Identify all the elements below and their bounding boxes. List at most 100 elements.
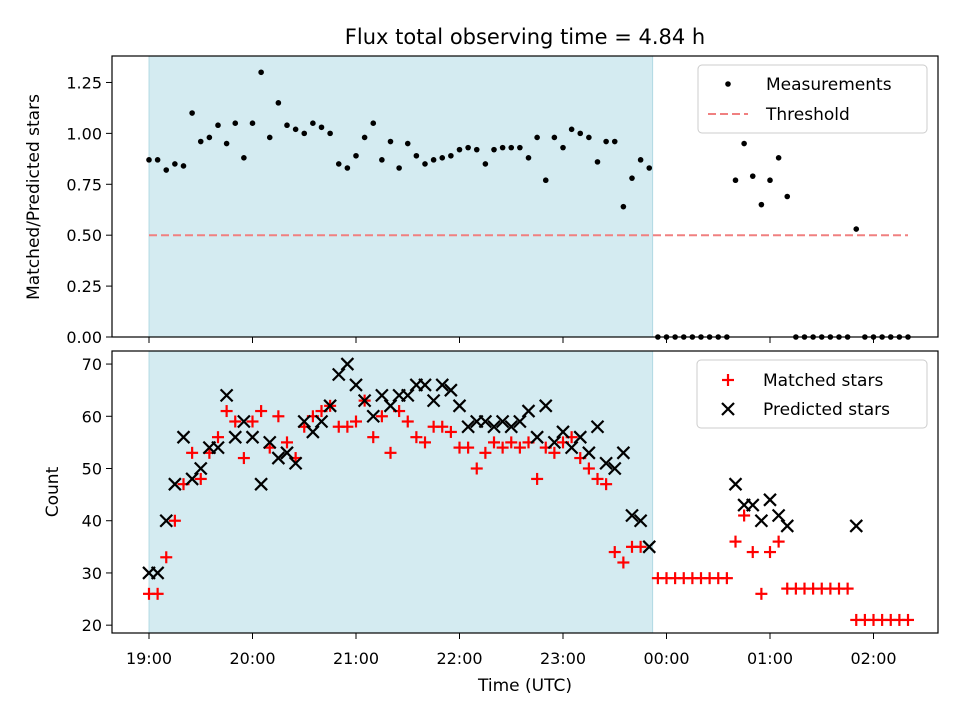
predicted-stars-point bbox=[763, 493, 777, 507]
measurement-point bbox=[517, 144, 523, 151]
predicted-stars-point bbox=[150, 566, 165, 580]
measurement-point bbox=[775, 155, 782, 161]
matched-stars-point bbox=[738, 509, 751, 522]
legend-threshold-label: Threshold bbox=[765, 105, 850, 125]
top-legend: Measurements Threshold bbox=[697, 64, 928, 134]
bottom-data-marks bbox=[142, 357, 914, 626]
predicted-stars-point bbox=[771, 508, 786, 523]
measurement-point bbox=[258, 69, 264, 76]
measurement-point bbox=[301, 130, 308, 137]
measurement-point bbox=[465, 144, 471, 151]
measurement-point bbox=[482, 161, 489, 167]
matched-stars-point bbox=[729, 535, 742, 548]
matched-stars-point bbox=[513, 441, 526, 454]
measurement-point bbox=[758, 201, 765, 208]
matched-stars-point bbox=[617, 556, 630, 569]
matched-stars-point bbox=[600, 478, 613, 491]
predicted-stars-point bbox=[547, 435, 562, 450]
predicted-stars-point bbox=[452, 399, 467, 413]
measurement-point bbox=[568, 126, 575, 133]
predicted-stars-point bbox=[375, 388, 389, 403]
predicted-stars-point bbox=[616, 446, 631, 460]
predicted-stars-point bbox=[478, 414, 493, 429]
x-tick-label: 22:00 bbox=[436, 649, 482, 668]
x-tick-label: 02:00 bbox=[850, 649, 896, 668]
measurement-point bbox=[370, 120, 377, 126]
matched-stars-point bbox=[272, 410, 285, 423]
measurement-point bbox=[310, 120, 316, 126]
matched-stars-point bbox=[591, 472, 604, 485]
measurement-point bbox=[560, 144, 566, 151]
matched-stars-point bbox=[168, 514, 181, 527]
top-panel: 0.00 0.25 0.50 0.75 1.00 1.25 Matched/Predict… bbox=[24, 55, 939, 347]
measurement-point bbox=[637, 157, 644, 163]
measurement-point bbox=[232, 120, 239, 126]
matched-stars-point bbox=[496, 441, 509, 454]
measurement-point bbox=[379, 157, 385, 163]
predicted-stars-point bbox=[590, 419, 605, 434]
measurement-point bbox=[292, 126, 299, 133]
matched-stars-point bbox=[384, 446, 397, 459]
measurement-point bbox=[387, 138, 394, 145]
measurement-point bbox=[439, 155, 446, 161]
x-tick-label: 01:00 bbox=[747, 649, 793, 668]
matched-stars-point bbox=[746, 546, 759, 559]
predicted-stars-point bbox=[331, 367, 346, 382]
measurement-point bbox=[732, 177, 739, 184]
measurement-point bbox=[266, 134, 273, 141]
bottom-panel: 20 30 40 50 60 70 Count Matched stars Predict… bbox=[43, 350, 939, 639]
predicted-stars-point bbox=[530, 430, 544, 444]
predicted-stars-point bbox=[297, 414, 312, 429]
bottom-axes-frame bbox=[111, 350, 939, 634]
measurement-point bbox=[154, 157, 161, 163]
predicted-stars-point bbox=[193, 461, 208, 476]
predicted-stars-point bbox=[400, 388, 415, 403]
predicted-stars-point bbox=[849, 519, 864, 533]
predicted-stars-point bbox=[366, 409, 381, 424]
measurement-point bbox=[396, 165, 402, 171]
predicted-stars-point bbox=[495, 414, 510, 429]
predicted-stars-point bbox=[582, 446, 596, 460]
predicted-stars-point bbox=[314, 414, 329, 429]
legend-measurements-marker bbox=[725, 81, 731, 87]
measurement-point bbox=[215, 122, 221, 129]
measurement-point bbox=[413, 152, 420, 159]
measurement-point bbox=[620, 203, 627, 210]
predicted-stars-point bbox=[357, 393, 372, 408]
measurement-point bbox=[241, 155, 247, 161]
matched-stars-point bbox=[582, 462, 595, 475]
measurement-point bbox=[749, 173, 756, 179]
measurement-point bbox=[318, 124, 325, 131]
matched-stars-point bbox=[444, 425, 457, 438]
predicted-stars-point bbox=[383, 399, 398, 413]
measurement-point bbox=[275, 100, 282, 106]
predicted-stars-point bbox=[219, 388, 234, 403]
matched-stars-point bbox=[841, 582, 854, 595]
measurement-point bbox=[206, 134, 213, 141]
matched-stars-point bbox=[341, 420, 354, 433]
predicted-stars-point bbox=[728, 477, 743, 491]
measurement-point bbox=[499, 144, 506, 151]
matched-stars-point bbox=[755, 587, 768, 600]
measurement-point bbox=[327, 130, 333, 137]
measurement-point bbox=[422, 161, 428, 167]
matched-stars-point bbox=[634, 540, 647, 553]
measurement-point bbox=[353, 152, 359, 159]
predicted-stars-point bbox=[280, 446, 294, 460]
predicted-stars-point bbox=[211, 440, 225, 455]
measurement-point bbox=[448, 152, 454, 159]
predicted-stars-point bbox=[556, 425, 570, 439]
predicted-stars-point bbox=[426, 393, 441, 408]
measurement-point bbox=[603, 138, 609, 145]
predicted-stars-point bbox=[513, 414, 527, 429]
measurement-point bbox=[611, 138, 618, 145]
measurement-point bbox=[542, 177, 549, 184]
legend-matched-label: Matched stars bbox=[763, 371, 883, 391]
matched-stars-point bbox=[505, 436, 518, 449]
measurement-point bbox=[430, 157, 437, 163]
predicted-stars-point bbox=[418, 378, 432, 392]
predicted-stars-point bbox=[176, 430, 191, 444]
x-tick-label: 00:00 bbox=[643, 649, 689, 668]
measurement-point bbox=[646, 165, 653, 171]
measurement-point bbox=[163, 167, 170, 173]
